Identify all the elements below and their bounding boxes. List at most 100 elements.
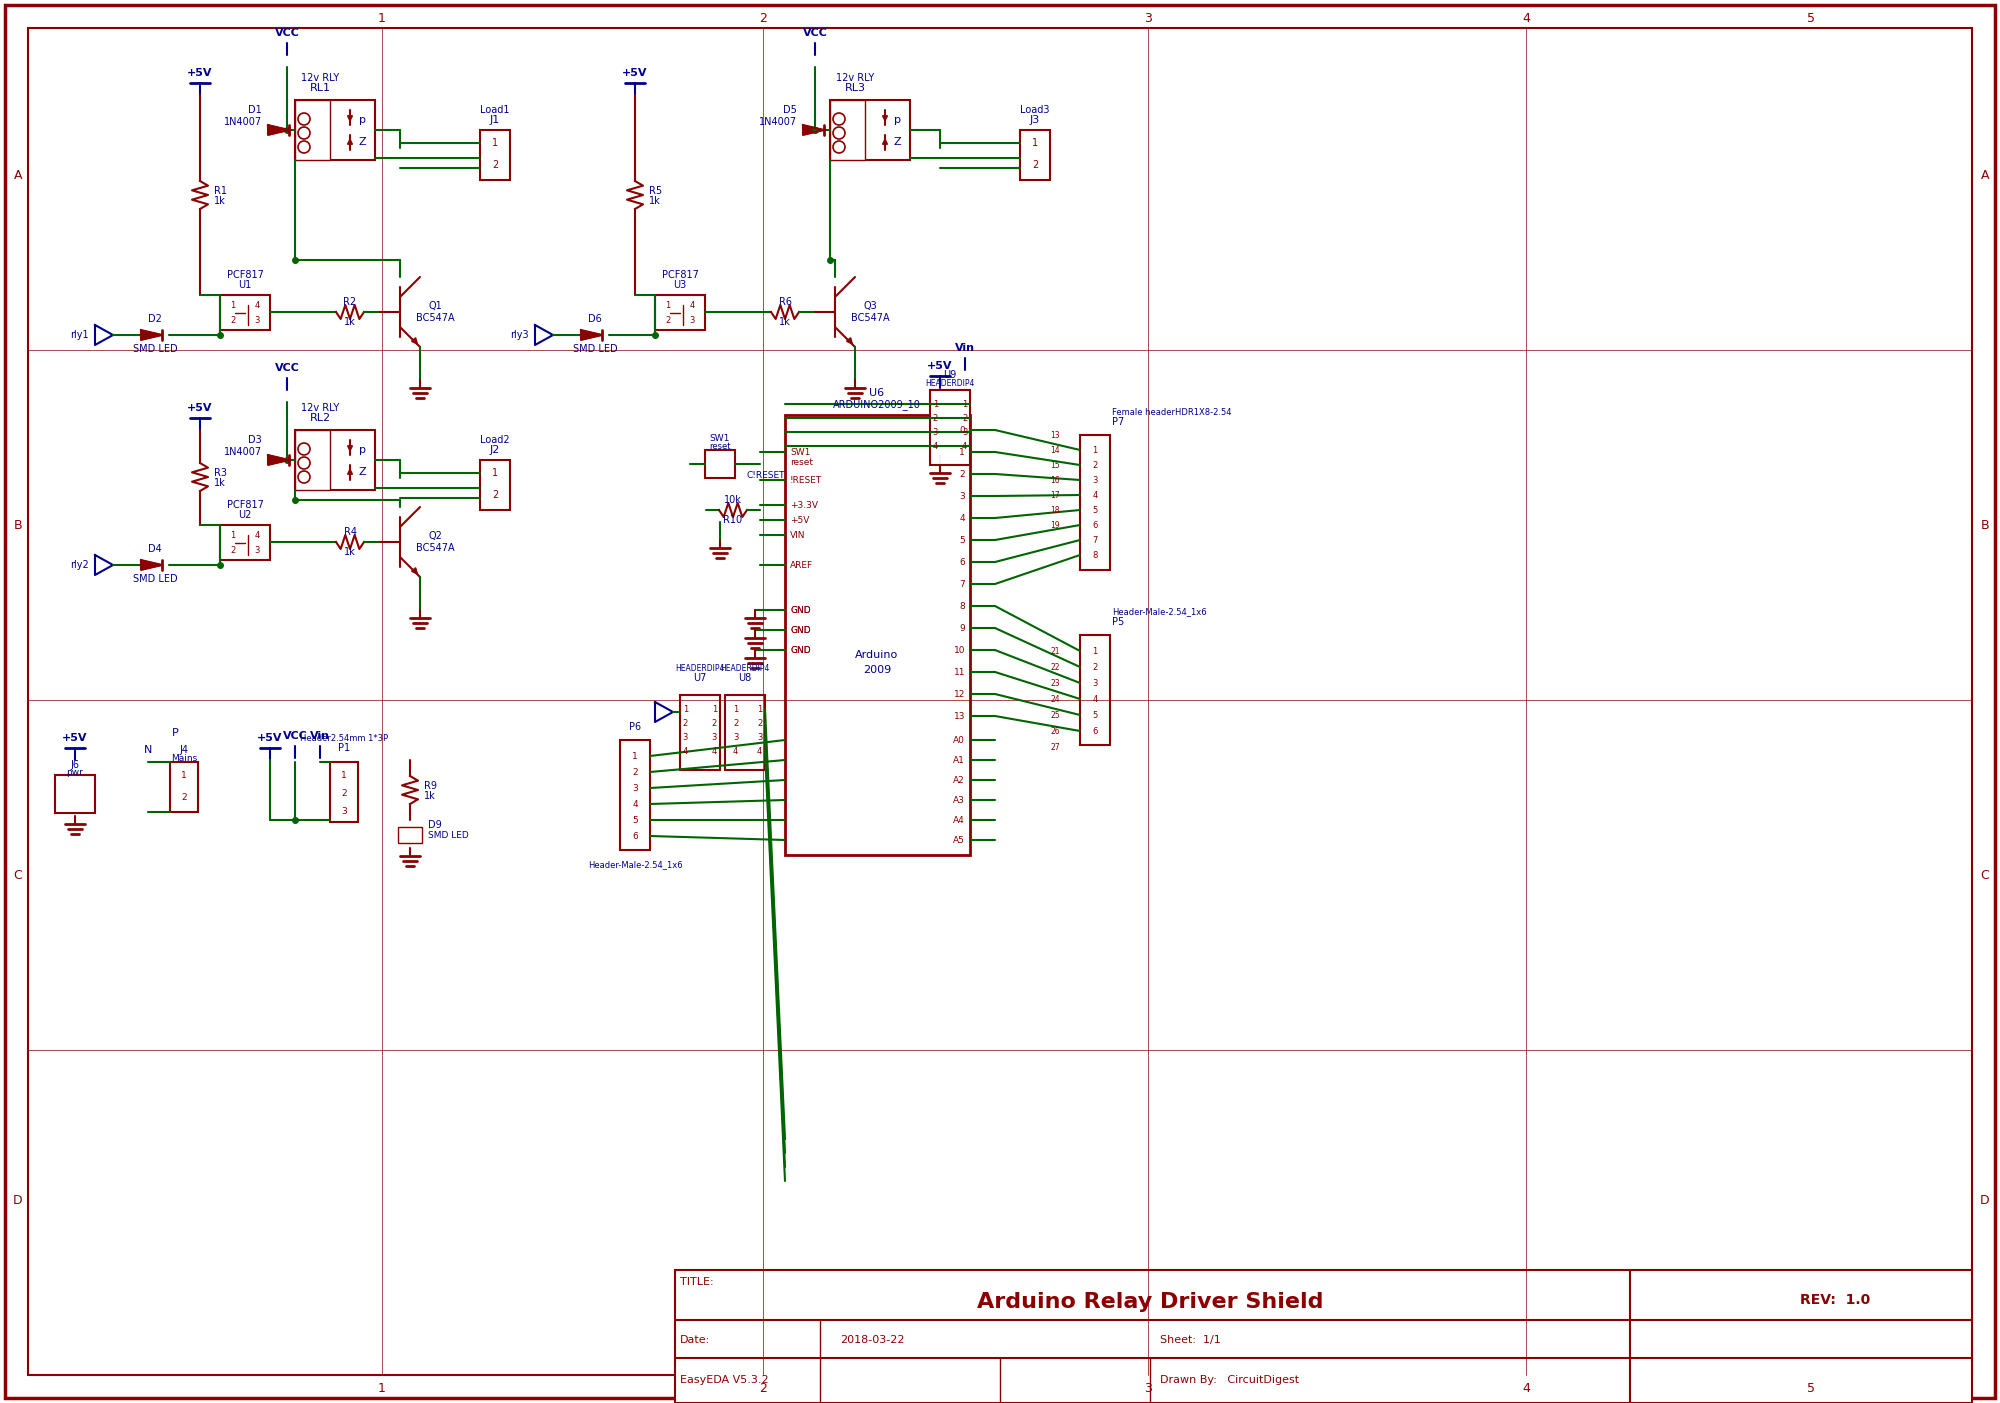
Text: D2: D2 — [148, 314, 162, 324]
Bar — [56, 774, 96, 812]
Text: U1: U1 — [238, 281, 252, 290]
Text: 0: 0 — [960, 425, 966, 435]
Text: +5V: +5V — [928, 361, 952, 370]
Text: Z: Z — [358, 467, 366, 477]
Text: 13: 13 — [1050, 431, 1060, 439]
Text: 10: 10 — [954, 645, 966, 655]
Text: R6: R6 — [778, 297, 792, 307]
Text: R4: R4 — [344, 528, 356, 537]
Text: Header-Male-2.54_1x6: Header-Male-2.54_1x6 — [1112, 607, 1206, 616]
Text: 1: 1 — [378, 1382, 386, 1395]
Text: +5V: +5V — [258, 732, 282, 744]
Text: RL2: RL2 — [310, 412, 330, 422]
Text: Date:: Date: — [680, 1336, 710, 1345]
Text: TITLE:: TITLE: — [680, 1277, 714, 1287]
Text: A: A — [14, 168, 22, 181]
Text: Sheet:  1/1: Sheet: 1/1 — [1160, 1336, 1220, 1345]
Text: rly1: rly1 — [70, 330, 88, 340]
Text: D: D — [14, 1194, 22, 1207]
Text: GND: GND — [790, 606, 810, 615]
Text: 2: 2 — [962, 414, 968, 422]
Text: 4: 4 — [932, 442, 938, 450]
Text: 3: 3 — [758, 732, 762, 742]
Text: P: P — [172, 728, 178, 738]
Text: REV:  1.0: REV: 1.0 — [1800, 1294, 1870, 1308]
Text: PCF817: PCF817 — [226, 499, 264, 511]
Text: 1: 1 — [1032, 137, 1038, 147]
Text: U9: U9 — [944, 370, 956, 380]
Bar — [706, 450, 736, 478]
Text: R10: R10 — [724, 515, 742, 525]
Text: VCC: VCC — [802, 28, 828, 38]
Text: +5V: +5V — [62, 732, 88, 744]
Bar — [398, 826, 422, 843]
Text: R9: R9 — [424, 781, 438, 791]
Bar — [676, 1270, 1972, 1403]
Text: +5V: +5V — [790, 515, 810, 525]
Text: C: C — [1980, 868, 1990, 881]
Text: Arduino: Arduino — [856, 650, 898, 659]
Text: p: p — [358, 445, 366, 455]
Text: 2018-03-22: 2018-03-22 — [840, 1336, 904, 1345]
Text: reset: reset — [790, 457, 814, 467]
Text: 1: 1 — [182, 770, 186, 780]
Text: +5V: +5V — [622, 67, 648, 79]
Text: Vin: Vin — [956, 342, 976, 354]
Text: 3: 3 — [960, 491, 966, 501]
Text: pwr: pwr — [66, 767, 84, 776]
Text: P1: P1 — [338, 744, 350, 753]
Text: HEADERDIP4: HEADERDIP4 — [926, 379, 974, 387]
Text: 3: 3 — [1144, 11, 1152, 24]
Polygon shape — [268, 125, 290, 135]
Bar — [786, 415, 970, 854]
Bar — [930, 390, 970, 464]
Text: A2: A2 — [954, 776, 966, 784]
Text: J4: J4 — [180, 745, 188, 755]
Bar — [296, 100, 330, 160]
Text: Arduino Relay Driver Shield: Arduino Relay Driver Shield — [976, 1292, 1324, 1312]
Text: A4: A4 — [954, 815, 966, 825]
Text: 5: 5 — [1092, 505, 1098, 515]
Text: SMD LED: SMD LED — [428, 831, 468, 839]
Text: 1k: 1k — [344, 317, 356, 327]
Text: 2: 2 — [760, 1382, 766, 1395]
Text: 19: 19 — [1050, 521, 1060, 529]
Text: R1: R1 — [214, 187, 228, 196]
Text: J6: J6 — [70, 760, 80, 770]
Text: 1: 1 — [682, 704, 688, 714]
Bar — [220, 525, 270, 560]
Text: 1N4007: 1N4007 — [758, 116, 798, 128]
Text: 27: 27 — [1050, 742, 1060, 752]
Text: 4: 4 — [682, 746, 688, 755]
Text: 2: 2 — [1092, 662, 1098, 672]
Text: 2: 2 — [734, 718, 738, 728]
Text: R2: R2 — [344, 297, 356, 307]
Text: PCF817: PCF817 — [226, 269, 264, 281]
Text: B: B — [1980, 519, 1990, 532]
Text: 2: 2 — [666, 316, 670, 324]
Text: D4: D4 — [148, 544, 162, 554]
Text: 4: 4 — [632, 800, 638, 808]
Text: J2: J2 — [490, 445, 500, 455]
Text: GND: GND — [790, 606, 810, 615]
Text: 6: 6 — [1092, 521, 1098, 529]
Text: A: A — [1980, 168, 1990, 181]
Text: 4: 4 — [962, 442, 968, 450]
Text: 4: 4 — [712, 746, 718, 755]
Text: 7: 7 — [960, 579, 966, 588]
Text: GND: GND — [790, 626, 810, 634]
Text: 2: 2 — [932, 414, 938, 422]
Text: RL1: RL1 — [310, 83, 330, 93]
Text: AREF: AREF — [790, 561, 814, 570]
Bar — [830, 100, 910, 160]
Text: 2: 2 — [960, 470, 966, 478]
Text: 1N4007: 1N4007 — [224, 116, 262, 128]
Text: Z: Z — [358, 137, 366, 147]
Text: 2009: 2009 — [862, 665, 892, 675]
Text: D9: D9 — [428, 819, 442, 831]
Text: 1: 1 — [962, 400, 968, 408]
Text: Female headerHDR1X8-2.54: Female headerHDR1X8-2.54 — [1112, 407, 1232, 417]
Text: VCC: VCC — [282, 731, 308, 741]
Text: D: D — [1980, 1194, 1990, 1207]
Text: 1: 1 — [712, 704, 718, 714]
